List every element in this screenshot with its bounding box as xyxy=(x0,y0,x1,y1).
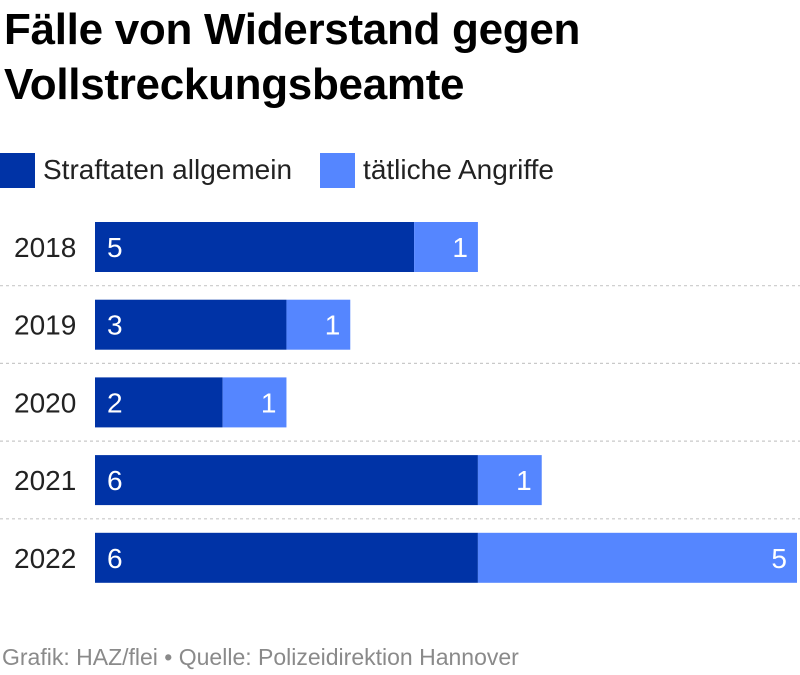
legend-item-straftaten: Straftaten allgemein xyxy=(0,150,292,190)
data-label-2020-series-0: 2 xyxy=(107,387,123,418)
bar-2020-series-0 xyxy=(95,377,223,428)
chart-title: Fälle von Widerstand gegen Vollstreckung… xyxy=(4,5,581,109)
bar-2021-series-0 xyxy=(95,455,478,506)
category-label-2018: 2018 xyxy=(14,232,76,263)
bar-2021-series-1 xyxy=(477,455,542,506)
category-label-2021: 2021 xyxy=(14,465,76,496)
legend-label-straftaten: Straftaten allgemein xyxy=(43,154,293,185)
bar-2022-series-0 xyxy=(95,532,478,583)
bar-2022-series-1 xyxy=(477,532,797,583)
source-footer: Grafik: HAZ/flei • Quelle: Polizeidirekt… xyxy=(2,644,519,670)
data-label-2019-series-1: 1 xyxy=(325,310,341,341)
bar-2018-series-1 xyxy=(414,222,478,272)
data-label-2022-series-1: 5 xyxy=(771,543,787,574)
legend-item-angriffe: tätliche Angriffe xyxy=(320,150,554,190)
data-label-2021-series-0: 6 xyxy=(107,465,123,496)
legend-swatch-angriffe xyxy=(320,152,356,188)
category-label-2022: 2022 xyxy=(14,543,76,574)
data-label-2019-series-0: 3 xyxy=(107,310,123,341)
data-label-2021-series-1: 1 xyxy=(516,465,532,496)
bar-2019-series-1 xyxy=(286,299,351,350)
data-label-2022-series-0: 6 xyxy=(107,543,123,574)
data-label-2018-series-1: 1 xyxy=(452,232,468,263)
legend-label-angriffe: tätliche Angriffe xyxy=(363,154,554,185)
legend-swatch-straftaten xyxy=(0,152,35,188)
bar-2018-series-0 xyxy=(95,222,415,272)
category-label-2019: 2019 xyxy=(14,310,76,341)
bar-2020-series-1 xyxy=(222,377,287,428)
stacked-bar-chart: 2018 5 1 2019 3 1 2020 2 1 2021 6 1 2022 6 5 xyxy=(0,222,800,583)
legend: Straftaten allgemein tätliche Angriffe xyxy=(0,150,582,190)
bar-2019-series-0 xyxy=(95,299,287,350)
category-label-2020: 2020 xyxy=(14,387,76,418)
data-label-2018-series-0: 5 xyxy=(107,232,123,263)
data-label-2020-series-1: 1 xyxy=(261,387,277,418)
